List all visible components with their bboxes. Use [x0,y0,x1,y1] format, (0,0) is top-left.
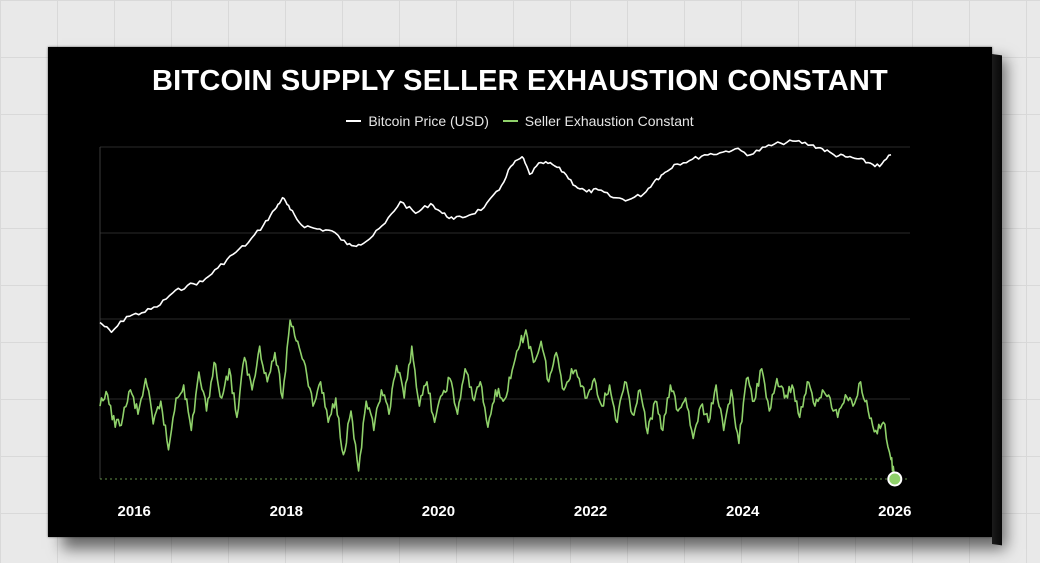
last-point-marker [887,471,903,487]
x-tick-label-2022: 2022 [574,503,607,520]
legend-item-price: Bitcoin Price (USD) [346,113,489,129]
legend-label-price: Bitcoin Price (USD) [368,113,489,129]
chart-plot: 2016 2018 2020 2022 2024 2026 [99,139,911,520]
chart-board: BITCOIN SUPPLY SELLER EXHAUSTION CONSTAN… [48,47,992,537]
legend-item-exhaustion: Seller Exhaustion Constant [502,113,694,129]
x-tick-label-2024: 2024 [726,503,760,520]
series-line-price [99,139,892,334]
legend-label-exhaustion: Seller Exhaustion Constant [524,113,694,129]
x-tick-label-2020: 2020 [422,503,455,520]
x-tick-label-2016: 2016 [118,503,151,520]
x-tick-label-2026: 2026 [878,503,911,520]
legend-swatch-price [346,120,362,122]
board-edge [992,54,1002,546]
legend-swatch-exhaustion [502,120,518,122]
legend: Bitcoin Price (USD) Seller Exhaustion Co… [48,109,992,129]
chart-title: BITCOIN SUPPLY SELLER EXHAUSTION CONSTAN… [152,65,888,97]
series-line-exhaustion [99,319,896,480]
x-tick-label-2018: 2018 [270,503,303,520]
